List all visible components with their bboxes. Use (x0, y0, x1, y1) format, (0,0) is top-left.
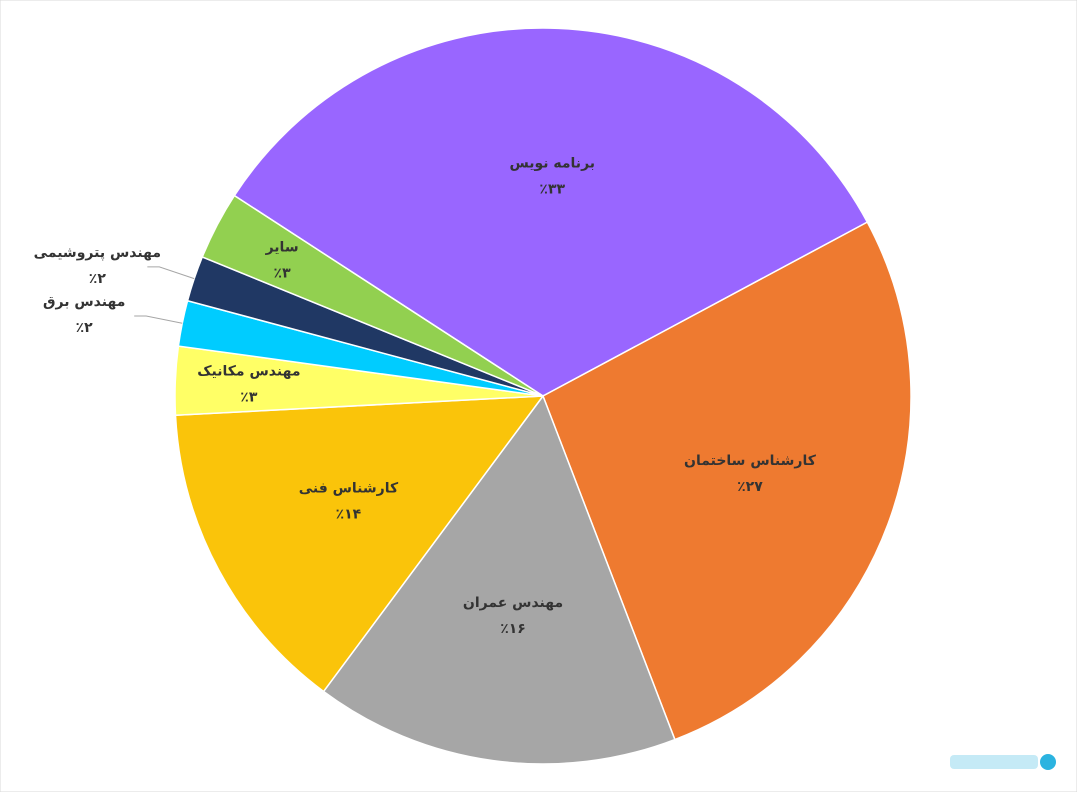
leader-line (147, 266, 195, 280)
slice-label: مهندس عمران (463, 595, 563, 611)
value-label: ٪۲ (76, 320, 94, 336)
value-label: ٪۲ (89, 271, 107, 287)
slice-label: مهندس مکانیک (197, 364, 300, 380)
value-label: ٪۱۶ (500, 621, 526, 637)
slice-label: سایر (265, 240, 299, 256)
logo-icon (1040, 754, 1056, 770)
pie-slice (233, 27, 869, 397)
slice-label: مهندس برق (43, 294, 125, 310)
leader-line (134, 315, 183, 324)
value-label: ٪۱۴ (336, 506, 362, 522)
pie-slice (201, 194, 544, 397)
pie-slice (322, 394, 676, 765)
logo (950, 754, 1056, 770)
value-label: ٪۳ (240, 390, 258, 406)
slice-label: مهندس پتروشیمی (34, 245, 161, 261)
value-label: ٪۳ (274, 266, 292, 282)
slice-label: کارشناس فنی (299, 480, 399, 496)
slice-label: برنامه نویس (509, 155, 595, 171)
pie-slice (542, 221, 912, 741)
value-label: ٪۳۳ (539, 181, 565, 197)
logo-mark (950, 755, 1038, 769)
slice-label: کارشناس ساختمان (684, 453, 817, 469)
pie-slice (174, 395, 545, 693)
value-label: ٪۲۷ (737, 479, 763, 495)
